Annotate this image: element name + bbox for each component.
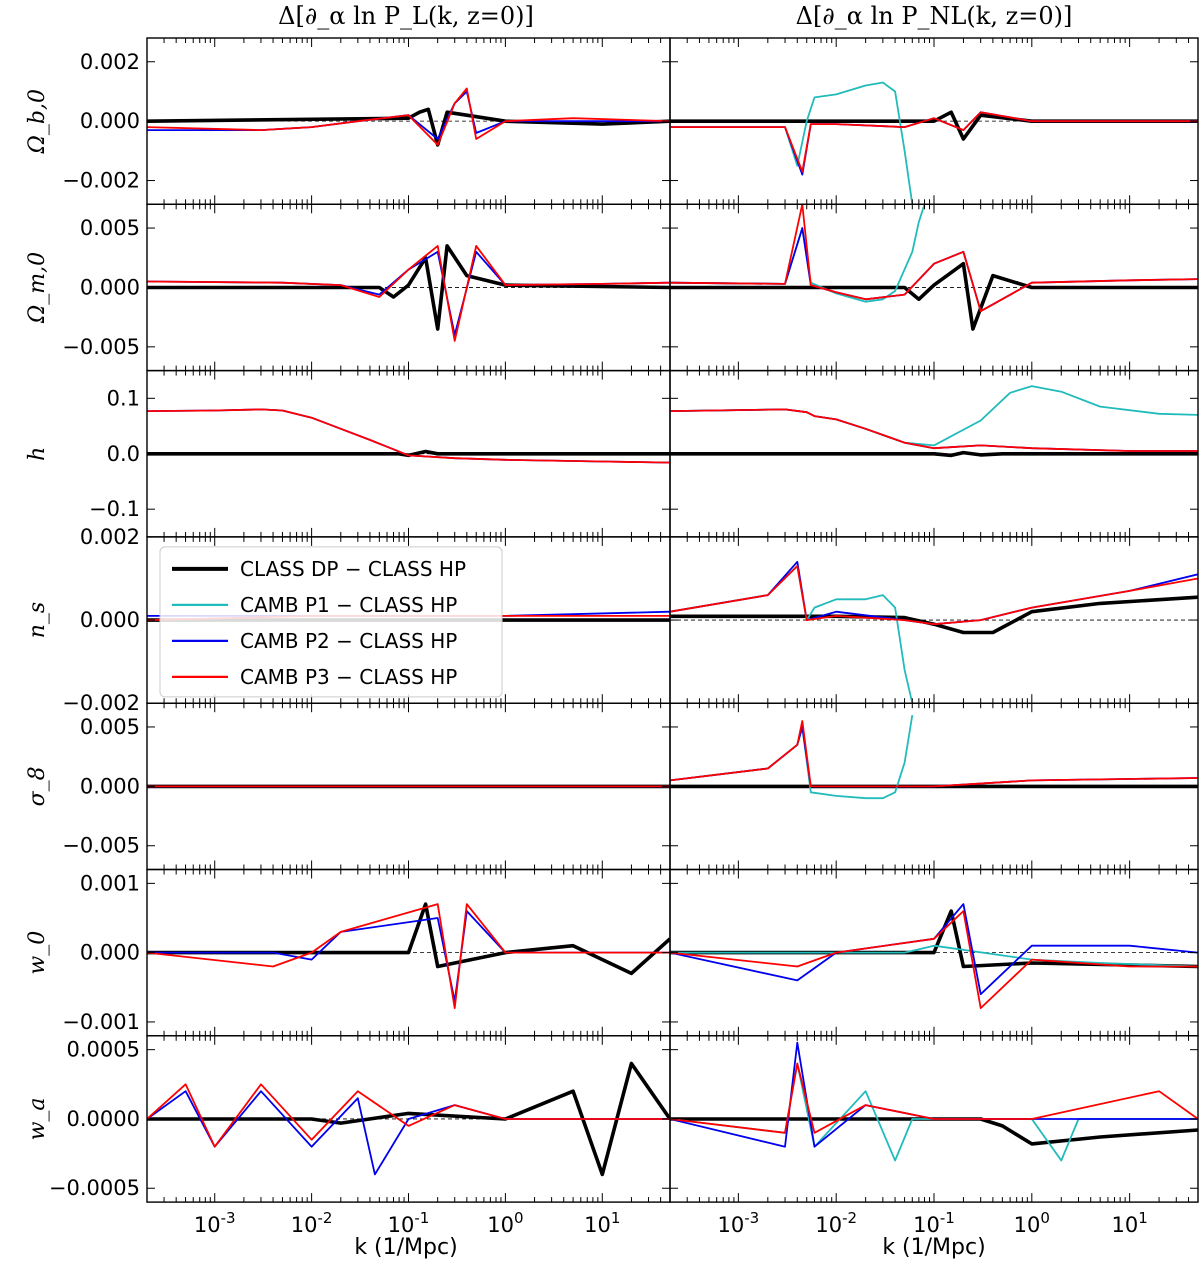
series-camb_p3-line	[670, 111, 1198, 173]
y-tick-label: 0.0000	[67, 1107, 140, 1131]
panel-linear-row-5: −0.001 0.000 0.001 w_0	[25, 868, 671, 1037]
series-camb_p3-line	[147, 245, 670, 342]
y-tick-label: 0.000	[80, 275, 140, 299]
x-tick-label: 101	[1111, 1209, 1147, 1237]
x-axis-label-linear: k (1/Mpc)	[354, 1235, 457, 1260]
series-camb_p2-line	[670, 903, 1198, 996]
x-tick-label: 10-3	[194, 1209, 236, 1237]
row-label: Ω_b,0	[25, 89, 50, 154]
legend-box	[159, 546, 503, 698]
series-class_dp-line	[670, 261, 1198, 331]
legend-label-camb_p2: CAMB P2 − CLASS HP	[240, 629, 457, 653]
x-tick-label: 10-1	[388, 1209, 430, 1237]
y-tick-label: −0.1	[89, 497, 140, 521]
panel-nonlinear-row-5	[669, 868, 1199, 1037]
row-label: σ_8	[25, 766, 50, 806]
y-tick-label: 0.005	[80, 216, 140, 240]
panel-linear-row-2: −0.1 0.0 0.1 h	[25, 369, 671, 538]
panel-nonlinear-row-0	[669, 37, 1199, 206]
row-label: Ω_m,0	[25, 252, 50, 324]
x-tick-label: 10-2	[815, 1209, 857, 1237]
series-class_dp-line	[147, 902, 670, 976]
x-tick-label: 100	[487, 1209, 523, 1237]
series-camb_p1-line	[670, 1062, 1198, 1162]
series-class_dp-line	[670, 110, 1198, 141]
series-camb_p3-line	[147, 408, 670, 464]
x-axis-label-nonlinear: k (1/Mpc)	[882, 1235, 985, 1260]
y-tick-label: 0.000	[80, 109, 140, 133]
column-title-linear: Δ[∂_α ln P_L(k, z=0)]	[278, 2, 534, 30]
y-tick-label: −0.001	[62, 1010, 140, 1034]
series-camb_p3-line	[670, 565, 1198, 626]
legend-label-camb_p3: CAMB P3 − CLASS HP	[240, 665, 457, 689]
series-camb_p2-line	[670, 1041, 1198, 1148]
series-camb_p3-line	[147, 1083, 670, 1148]
y-tick-label: 0.0	[107, 442, 140, 466]
series-camb_p1-line	[670, 81, 914, 205]
panel-nonlinear-row-1	[669, 203, 1199, 372]
panel-grid: −0.002 0.000 0.002 Ω_b,0 −0.005 0.000 0.005 Ω_m…	[25, 37, 1199, 1237]
series-class_dp-line	[670, 595, 1198, 635]
x-tick-label: 10-3	[718, 1209, 760, 1237]
y-tick-label: 0.0005	[67, 1038, 140, 1062]
y-tick-label: −0.005	[62, 834, 140, 858]
x-tick-label: 100	[1014, 1209, 1050, 1237]
y-tick-label: 0.1	[107, 386, 140, 410]
y-tick-label: 0.001	[80, 871, 140, 895]
row-label: h	[25, 447, 50, 461]
panel-nonlinear-row-2	[669, 369, 1199, 538]
row-label: w_0	[25, 931, 50, 975]
legend-label-class_dp: CLASS DP − CLASS HP	[240, 557, 466, 581]
series-camb_p3-line	[147, 87, 670, 146]
x-tick-label: 10-1	[913, 1209, 955, 1237]
panel-linear-row-1: −0.005 0.000 0.005 Ω_m,0	[25, 203, 671, 372]
panel-linear-row-6: −0.0005 0.0000 0.0005 w_a	[25, 1035, 671, 1203]
series-camb_p2-line	[147, 910, 670, 1003]
y-tick-label: 0.005	[80, 715, 140, 739]
x-tick-label: 10-2	[291, 1209, 333, 1237]
y-tick-label: 0.000	[80, 941, 140, 965]
series-class_dp-line	[670, 1117, 1198, 1146]
panel-nonlinear-row-6	[669, 1035, 1199, 1203]
series-camb_p3-line	[147, 903, 670, 1009]
y-tick-label: −0.005	[62, 335, 140, 359]
y-tick-label: 0.000	[80, 608, 140, 632]
series-class_dp-line	[147, 244, 670, 331]
y-tick-label: −0.002	[62, 169, 140, 193]
y-tick-label: −0.002	[62, 691, 140, 715]
row-label: w_a	[25, 1097, 50, 1140]
column-title-nonlinear: Δ[∂_α ln P_NL(k, z=0)]	[796, 2, 1073, 30]
series-camb_p1-line	[670, 565, 914, 704]
series-class_dp-line	[147, 449, 670, 458]
row-label: n_s	[25, 602, 50, 638]
series-camb_p1-line	[670, 385, 1198, 447]
y-tick-label: 0.002	[80, 50, 140, 74]
x-tick-label: 101	[584, 1209, 620, 1237]
series-camb_p3-line	[670, 720, 1198, 788]
legend-label-camb_p1: CAMB P1 − CLASS HP	[240, 593, 457, 617]
series-camb_p3-line	[670, 408, 1198, 452]
series-camb_p3-line	[670, 1062, 1198, 1134]
series-camb_p1-line	[670, 944, 1198, 968]
series-class_dp-line	[670, 450, 1198, 458]
y-tick-label: −0.0005	[49, 1176, 140, 1200]
y-tick-label: 0.002	[80, 525, 140, 549]
series-camb_p3-line	[670, 204, 1198, 313]
panel-nonlinear-row-4	[669, 702, 1199, 871]
legend: CLASS DP − CLASS HP CAMB P1 − CLASS HP CAM…	[159, 546, 503, 698]
series-camb_p2-line	[670, 227, 1198, 313]
panel-linear-row-0: −0.002 0.000 0.002 Ω_b,0	[25, 37, 671, 206]
panel-linear-row-4: −0.005 0.000 0.005 σ_8	[25, 702, 671, 871]
series-camb_p2-line	[670, 726, 1198, 788]
series-camb_p3-line	[670, 910, 1198, 1009]
y-tick-label: 0.000	[80, 774, 140, 798]
series-camb_p2-line	[147, 250, 670, 336]
panel-nonlinear-row-3	[669, 536, 1199, 704]
